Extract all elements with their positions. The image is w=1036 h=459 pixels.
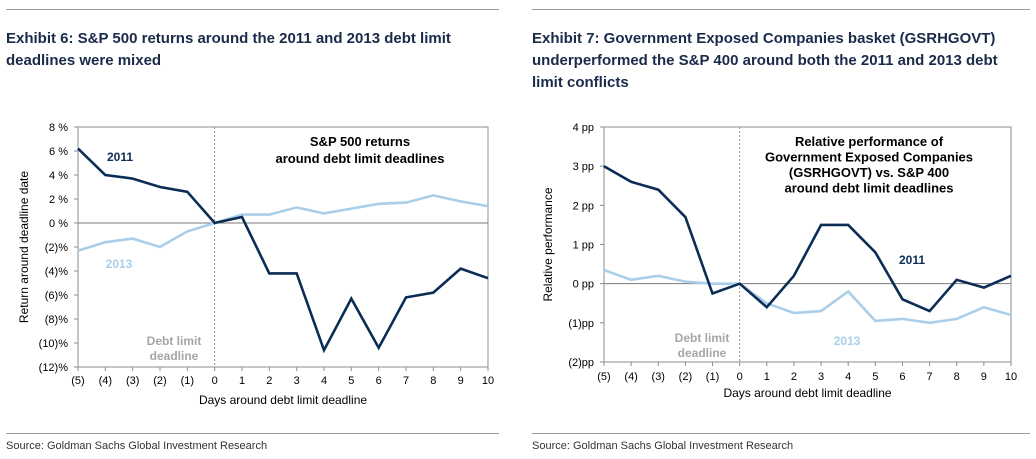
exhibit-title: Exhibit 6: S&P 500 returns around the 20…	[6, 30, 451, 69]
sp500-returns-chart: 8 % 6 % 4 % 2 % 0 % (2)% (4)% (6)% (8)% (10)% (12)…	[17, 122, 494, 407]
bottom-rule	[6, 433, 499, 434]
x-tick-label: 1	[764, 371, 770, 383]
x-tick-label: 6	[899, 371, 905, 383]
y-tick-label: 8 %	[49, 122, 68, 134]
top-rule	[6, 9, 499, 10]
series-line-2013	[603, 268, 1012, 325]
top-rule	[532, 9, 1030, 10]
x-tick-label: 5	[872, 371, 878, 383]
y-tick-label: (12)%	[39, 362, 69, 374]
x-tick-label: 4	[321, 375, 327, 387]
x-tick-label: 9	[458, 375, 464, 387]
x-tick-label: 7	[927, 371, 933, 383]
exhibit-7-panel: Exhibit 7: Government Exposed Companies …	[526, 0, 1036, 459]
x-axis-label: Days around debt limit deadline	[723, 386, 891, 400]
x-tick-label: (2)	[153, 375, 166, 387]
y-tick-label: 0 %	[49, 218, 68, 230]
chart-title-line: around debt limit deadlines	[275, 151, 444, 166]
y-tick-label: (6)%	[45, 290, 68, 302]
x-tick-label: 1	[239, 375, 245, 387]
chart-title-line: (GSRHGOVT) vs. S&P 400	[789, 165, 949, 180]
chart-title-line: Relative performance of	[795, 134, 944, 149]
y-axis-label: Return around deadline date	[17, 171, 31, 323]
x-tick-label: 3	[818, 371, 824, 383]
source-note: Source: Goldman Sachs Global Investment …	[532, 440, 794, 452]
series-label-2011: 2011	[107, 150, 133, 164]
y-tick-label: 4 pp	[573, 122, 594, 134]
source-note: Source: Goldman Sachs Global Investment …	[6, 440, 268, 452]
deadline-label: deadline	[150, 349, 199, 363]
x-tick-label: (4)	[99, 375, 112, 387]
y-tick-label: 2 pp	[573, 200, 594, 212]
x-tick-label: (5)	[71, 375, 84, 387]
x-tick-label: 8	[430, 375, 436, 387]
x-tick-label: (3)	[652, 371, 665, 383]
y-tick-label: (4)%	[45, 266, 68, 278]
y-tick-label: (10)%	[39, 338, 69, 350]
chart-title-line: Government Exposed Companies	[765, 150, 973, 165]
deadline-label: deadline	[678, 346, 727, 360]
y-tick-label: (8)%	[45, 314, 68, 326]
x-tick-label: 10	[482, 375, 494, 387]
x-tick-label: 2	[791, 371, 797, 383]
chart-title-line: around debt limit deadlines	[784, 181, 953, 196]
y-tick-label: 4 %	[49, 170, 68, 182]
x-tick-label: 3	[294, 375, 300, 387]
y-tick-label: (2)pp	[568, 357, 594, 369]
x-tick-label: 5	[348, 375, 354, 387]
chart-title-line: S&P 500 returns	[310, 134, 410, 149]
x-tick-label: (1)	[181, 375, 194, 387]
x-tick-label: 0	[212, 375, 218, 387]
series-line-2011	[77, 147, 489, 354]
x-tick-label: 8	[954, 371, 960, 383]
bottom-rule	[532, 433, 1030, 434]
series-line-2013	[77, 194, 489, 252]
x-axis-label: Days around debt limit deadline	[199, 393, 367, 407]
x-tick-label: 10	[1005, 371, 1017, 383]
deadline-label: Debt limit	[147, 334, 202, 348]
series-label-2013: 2013	[834, 334, 861, 348]
x-tick-label: 0	[737, 371, 743, 383]
x-tick-label: 6	[376, 375, 382, 387]
y-tick-label: 0 pp	[573, 279, 594, 291]
y-tick-label: 6 %	[49, 146, 68, 158]
series-line-2011	[603, 165, 1012, 313]
x-tick-label: 2	[266, 375, 272, 387]
y-tick-label: 3 pp	[573, 161, 594, 173]
x-tick-label: 4	[845, 371, 851, 383]
x-tick-label: (3)	[126, 375, 139, 387]
exhibit-6-panel: Exhibit 6: S&P 500 returns around the 20…	[0, 0, 505, 459]
y-tick-label: 2 %	[49, 194, 68, 206]
gsrhgovt-relative-performance-chart: 4 pp 3 pp 2 pp 1 pp 0 pp (1)pp (2)pp(5) (4) (3) (…	[541, 122, 1017, 400]
y-tick-label: (2)%	[45, 242, 68, 254]
y-tick-label: 1 pp	[573, 240, 594, 252]
x-tick-label: (1)	[706, 371, 719, 383]
exhibit-title: Exhibit 7: Government Exposed Companies …	[532, 30, 998, 91]
x-tick-label: (2)	[679, 371, 692, 383]
x-tick-label: (4)	[624, 371, 637, 383]
x-tick-label: 9	[981, 371, 987, 383]
x-tick-label: (5)	[597, 371, 610, 383]
series-label-2013: 2013	[106, 257, 133, 271]
deadline-label: Debt limit	[675, 331, 730, 345]
y-tick-label: (1)pp	[568, 318, 594, 330]
x-tick-label: 7	[403, 375, 409, 387]
series-label-2011: 2011	[899, 253, 925, 267]
y-axis-label: Relative performance	[541, 187, 555, 301]
